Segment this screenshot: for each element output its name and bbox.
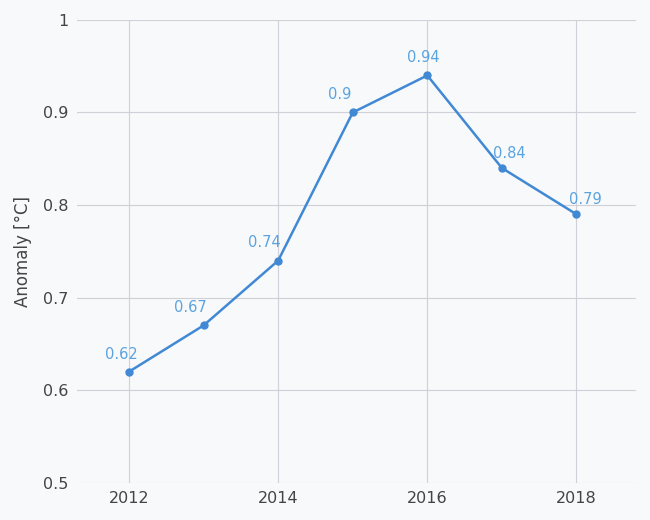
Y-axis label: Anomaly [°C]: Anomaly [°C] xyxy=(14,196,32,307)
Text: 0.79: 0.79 xyxy=(569,192,602,207)
Text: 0.74: 0.74 xyxy=(248,236,281,251)
Text: 0.9: 0.9 xyxy=(328,87,351,102)
Text: 0.67: 0.67 xyxy=(174,300,207,315)
Text: 0.94: 0.94 xyxy=(408,50,440,65)
Text: 0.84: 0.84 xyxy=(493,146,526,161)
Text: 0.62: 0.62 xyxy=(105,346,138,361)
